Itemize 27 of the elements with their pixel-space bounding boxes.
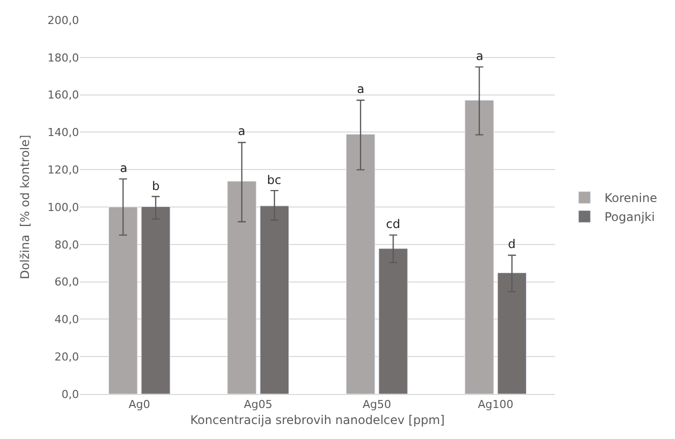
y-tick-label: 180,0 — [48, 51, 79, 64]
y-tick-label: 0,0 — [62, 388, 79, 401]
y-tick-label: 60,0 — [54, 276, 79, 289]
annotation: d — [508, 237, 516, 251]
y-tick-label: 40,0 — [54, 313, 79, 326]
legend-label: Poganjki — [604, 210, 655, 224]
y-tick-label: 20,0 — [54, 350, 79, 364]
annotation: a — [357, 82, 364, 96]
y-axis-title: Dolžina [% od kontrole] — [18, 134, 32, 280]
x-tick-label: Ag05 — [244, 398, 272, 412]
y-tick-label: 200,0 — [48, 14, 79, 27]
x-tick-label: Ag0 — [128, 398, 150, 412]
annotation: a — [120, 161, 128, 175]
y-tick-label: 100,0 — [48, 200, 79, 214]
annotation: cd — [386, 217, 400, 231]
y-tick-label: 120,0 — [48, 163, 79, 176]
legend-label: Korenine — [604, 191, 658, 206]
annotation: bc — [267, 173, 282, 187]
y-tick-label: 140,0 — [48, 126, 79, 140]
y-tick-label: 160,0 — [48, 88, 79, 102]
x-axis-title: Koncentracija srebrovih nanodelcev [ppm] — [190, 413, 445, 428]
annotation: a — [476, 49, 484, 63]
annotation: b — [152, 179, 160, 193]
annotation: a — [238, 124, 246, 138]
x-tick-label: Ag50 — [362, 398, 392, 412]
y-tick-label: 80,0 — [54, 238, 79, 252]
x-tick-label: Ag100 — [478, 398, 514, 412]
